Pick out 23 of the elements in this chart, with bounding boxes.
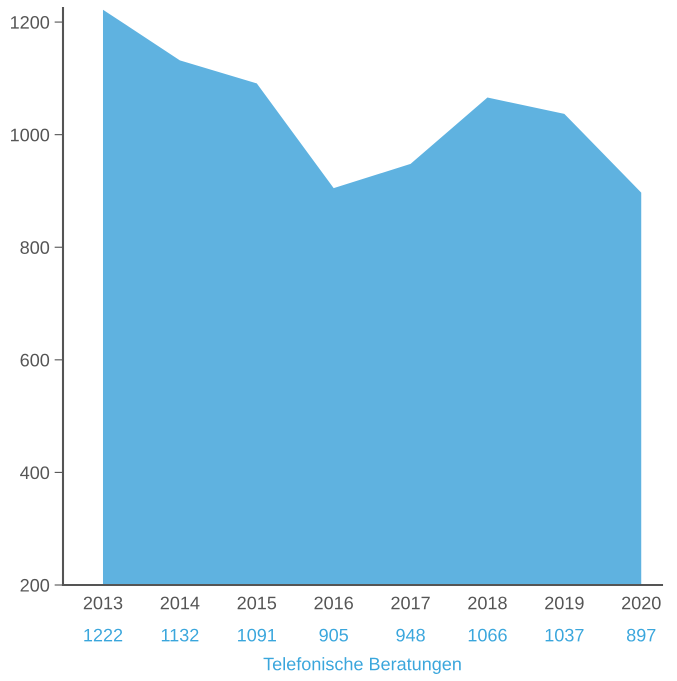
data-label: 1091 xyxy=(238,628,276,642)
data-label: 1066 xyxy=(468,628,507,642)
x-tick-label: 2017 xyxy=(391,596,430,610)
x-tick-label: 2020 xyxy=(622,596,661,610)
y-tick-label: 400 xyxy=(20,466,50,480)
data-label: 1222 xyxy=(84,628,122,642)
data-label: 905 xyxy=(319,628,348,642)
x-tick-label: 2018 xyxy=(468,596,507,610)
x-tick-label: 2013 xyxy=(84,596,122,610)
x-axis-title: Telefonische Beratungen xyxy=(264,657,461,674)
y-tick-label: 1200 xyxy=(11,16,50,29)
x-tick-label: 2016 xyxy=(314,596,353,610)
y-tick-label: 600 xyxy=(20,354,50,367)
y-tick-label: 200 xyxy=(20,578,50,592)
data-label: 897 xyxy=(626,628,656,642)
y-tick-label: 800 xyxy=(20,241,50,254)
data-label: 1037 xyxy=(546,628,584,642)
x-tick-label: 2014 xyxy=(160,596,200,610)
data-label: 1132 xyxy=(162,628,198,642)
x-tick-label: 2019 xyxy=(545,596,584,610)
x-tick-label: 2015 xyxy=(238,596,276,610)
y-tick-label: 1000 xyxy=(11,128,50,142)
data-label: 948 xyxy=(396,628,425,642)
